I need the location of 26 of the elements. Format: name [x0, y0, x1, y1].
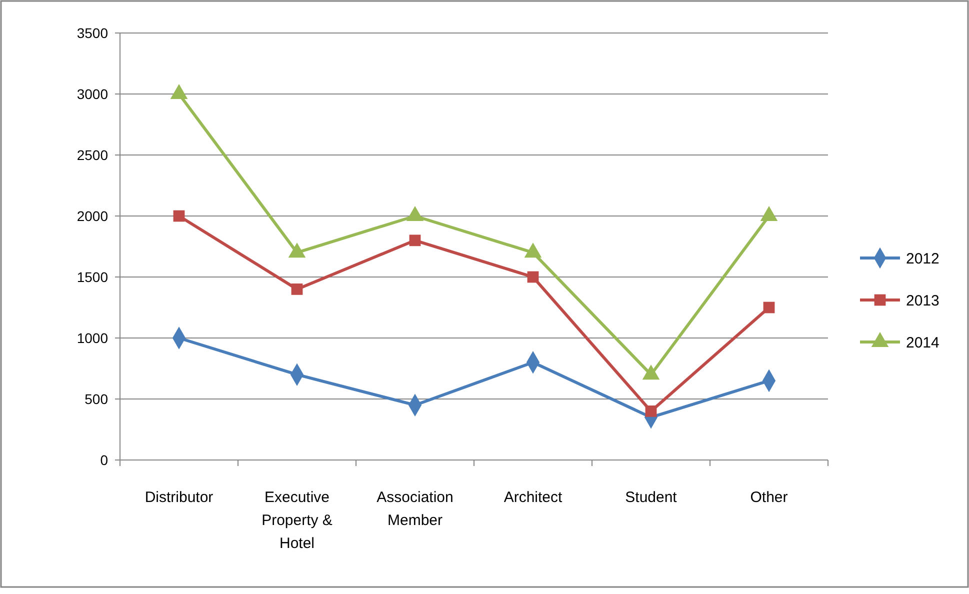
legend-label: 2013 — [906, 292, 940, 310]
point — [524, 242, 542, 258]
x-tick-label: Architect — [504, 489, 564, 506]
y-tick-label: 500 — [84, 390, 108, 407]
y-tick-label: 2000 — [76, 208, 108, 224]
x-tick-label: Executive Property & Hotel — [262, 489, 332, 552]
point — [288, 242, 306, 258]
point — [291, 284, 303, 295]
x-tick-label: Distributor — [144, 489, 214, 506]
x-tick-label: Association Member — [376, 489, 454, 529]
y-tick-label: 0 — [100, 452, 108, 468]
point — [527, 271, 539, 283]
y-tick-label: 3000 — [76, 86, 108, 102]
point — [760, 206, 778, 221]
y-tick-label: 2500 — [76, 146, 108, 163]
y-tick-label: 1500 — [76, 268, 108, 285]
y-tick-label: 3500 — [76, 24, 108, 41]
x-tick-label: Other — [750, 489, 788, 506]
point — [406, 206, 424, 221]
point — [170, 84, 188, 99]
legend-label: 2014 — [906, 334, 940, 352]
y-tick-label: 1000 — [76, 330, 108, 346]
legend-label: 2012 — [906, 250, 940, 268]
point — [763, 302, 775, 314]
point — [645, 406, 657, 417]
x-tick-label: Student — [625, 489, 678, 506]
